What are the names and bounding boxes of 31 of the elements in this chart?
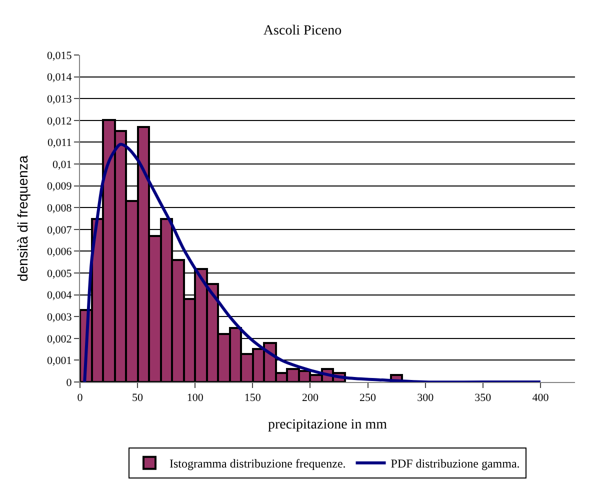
y-axis-title: densità di frequenza xyxy=(14,155,31,282)
y-tick-label: 0,007 xyxy=(47,224,72,236)
y-tick-label: 0,015 xyxy=(47,50,72,62)
y-tick-label: 0,011 xyxy=(47,137,72,150)
y-tick-label: 0,009 xyxy=(47,180,72,193)
y-tick-label: 0,003 xyxy=(47,311,72,324)
line-series xyxy=(83,142,542,382)
y-tick-label: 0,005 xyxy=(47,268,72,280)
y-tick-label: 0,012 xyxy=(47,115,72,128)
x-tick-label: 400 xyxy=(532,392,550,404)
y-tick-label: 0,006 xyxy=(47,246,72,258)
y-tick-label: 0,014 xyxy=(47,72,72,84)
x-tick-label: 100 xyxy=(186,392,204,404)
y-tick-label: 0,013 xyxy=(47,93,72,106)
x-tick-label: 350 xyxy=(474,392,492,404)
y-tick-label: 0,004 xyxy=(47,290,72,302)
y-tick-label: 0,001 xyxy=(47,355,72,368)
y-tick-label: 0,01 xyxy=(52,158,72,171)
legend-label: PDF distribuzione gamma. xyxy=(390,456,520,471)
y-tick-label: 0 xyxy=(66,376,72,389)
chart-title: Ascoli Piceno xyxy=(263,23,342,38)
y-tick-label: 0,002 xyxy=(47,333,72,346)
x-tick-label: 50 xyxy=(132,392,144,404)
x-axis-title: precipitazione in mm xyxy=(268,418,388,432)
legend-label: Istogramma distribuzione frequenze. xyxy=(170,456,346,471)
y-tick-label: 0,008 xyxy=(47,202,72,214)
x-tick-label: 0 xyxy=(77,392,84,404)
x-tick-label: 250 xyxy=(360,392,377,404)
x-tick-label: 200 xyxy=(302,392,319,404)
x-tick-label: 300 xyxy=(417,392,434,404)
x-tick-label: 150 xyxy=(244,392,262,404)
